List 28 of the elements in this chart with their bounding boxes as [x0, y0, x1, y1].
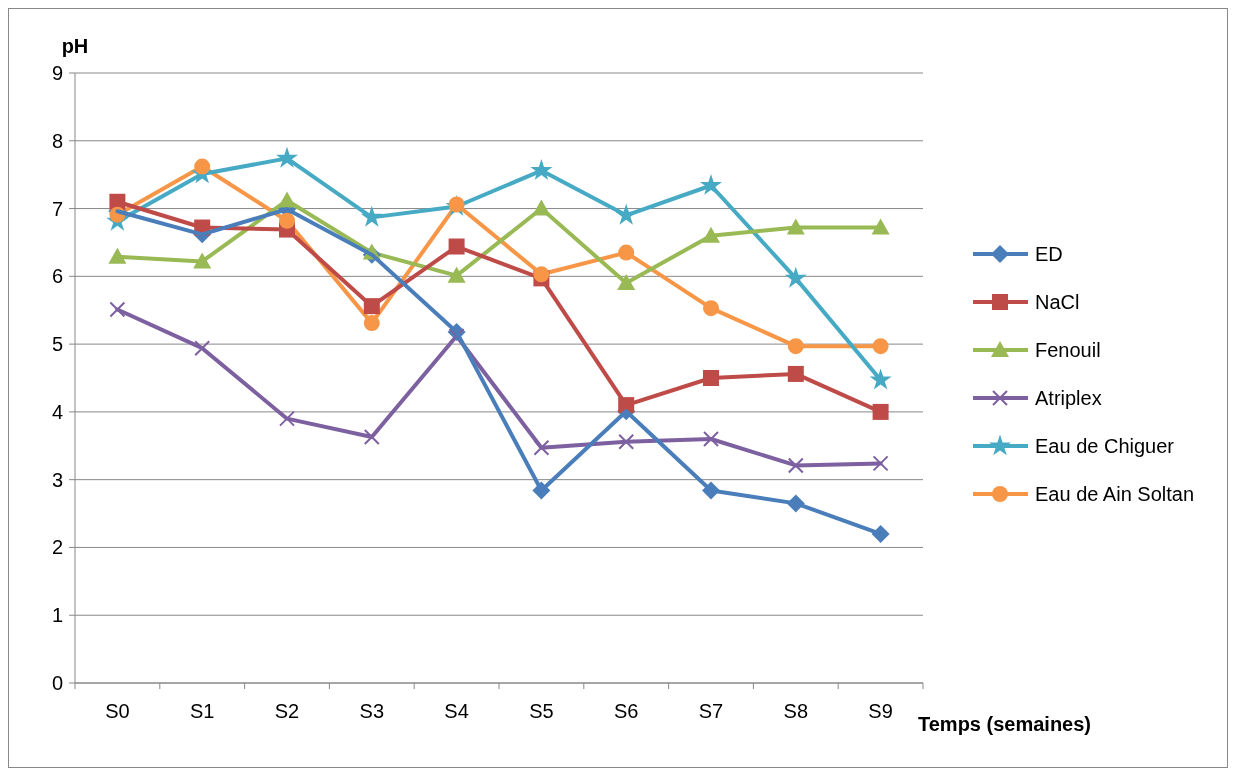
y-tick-label: 2 [51, 536, 63, 559]
y-tick-label: 7 [51, 197, 63, 220]
legend-label: Eau de Ain Soltan [1035, 483, 1195, 505]
y-tick-label: 3 [51, 468, 63, 491]
x-tick-label: S3 [359, 700, 385, 722]
legend-label: Eau de Chiguer [1035, 435, 1175, 457]
x-axis-title: Temps (semaines) [918, 713, 1092, 735]
x-tick-label: S7 [698, 700, 724, 722]
x-tick-label: S8 [783, 700, 809, 722]
y-axis-title: pH [61, 35, 89, 57]
x-tick-label: S6 [613, 700, 639, 722]
y-tick-label: 4 [51, 400, 63, 423]
x-tick-label: S0 [105, 700, 130, 722]
y-tick-label: 6 [51, 265, 63, 288]
y-tick-label: 0 [51, 672, 63, 694]
y-tick-label: 9 [51, 62, 63, 84]
y-tick-label: 1 [51, 604, 63, 627]
y-tick-label: 8 [51, 129, 63, 152]
y-tick-label: 5 [51, 333, 63, 356]
legend-label: NaCl [1035, 291, 1080, 313]
x-tick-label: S2 [274, 700, 300, 722]
x-tick-label: S9 [868, 700, 893, 722]
legend-label: Atriplex [1035, 387, 1102, 409]
legend-label: Fenouil [1035, 339, 1101, 361]
x-tick-label: S1 [189, 700, 215, 722]
x-tick-label: S5 [529, 700, 554, 722]
x-tick-label: S4 [444, 700, 469, 722]
legend-label: ED [1035, 243, 1063, 265]
